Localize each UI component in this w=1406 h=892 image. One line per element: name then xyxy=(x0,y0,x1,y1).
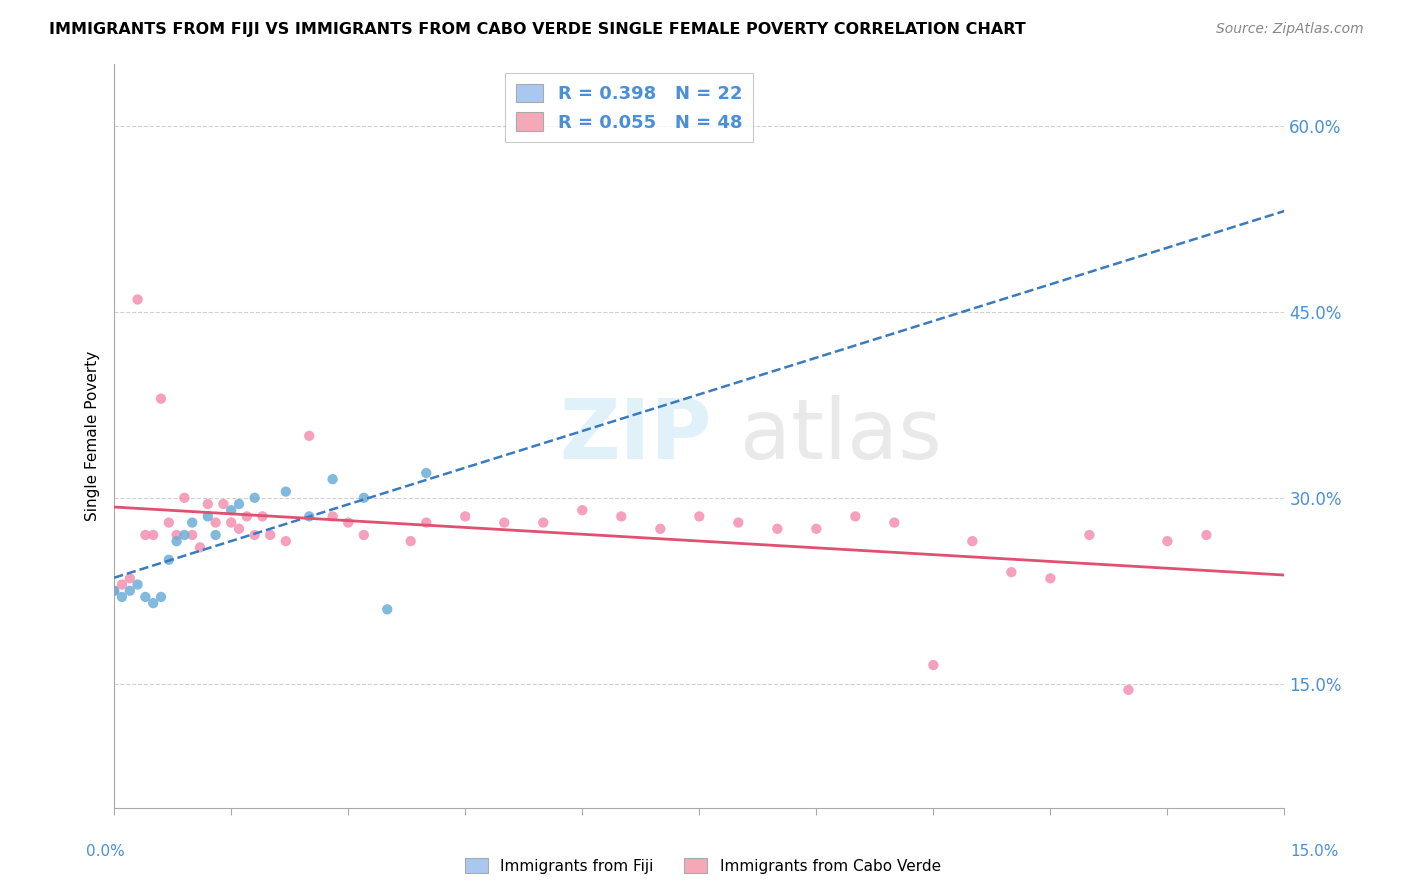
Point xyxy=(127,293,149,307)
Point xyxy=(1039,571,1062,585)
Point xyxy=(531,516,554,530)
Point xyxy=(197,509,219,524)
Point xyxy=(103,583,125,598)
Point xyxy=(1000,565,1022,579)
Point xyxy=(259,528,281,542)
Point xyxy=(111,577,134,591)
Point xyxy=(228,497,250,511)
Text: Source: ZipAtlas.com: Source: ZipAtlas.com xyxy=(1216,22,1364,37)
Point xyxy=(111,590,134,604)
Point xyxy=(610,509,633,524)
Text: atlas: atlas xyxy=(741,395,942,476)
Point xyxy=(157,516,180,530)
Point xyxy=(274,534,297,549)
Point xyxy=(127,577,149,591)
Point xyxy=(274,484,297,499)
Point xyxy=(883,516,905,530)
Point xyxy=(204,528,226,542)
Point xyxy=(134,590,156,604)
Point xyxy=(118,571,141,585)
Point xyxy=(922,658,945,673)
Text: 0.0%: 0.0% xyxy=(86,845,125,859)
Point xyxy=(252,509,274,524)
Point xyxy=(150,590,173,604)
Point xyxy=(228,522,250,536)
Point xyxy=(142,596,165,610)
Point xyxy=(212,497,235,511)
Point xyxy=(766,522,789,536)
Point xyxy=(118,583,141,598)
Point xyxy=(298,429,321,443)
Point xyxy=(1156,534,1178,549)
Point xyxy=(197,497,219,511)
Point xyxy=(650,522,672,536)
Point xyxy=(375,602,398,616)
Point xyxy=(399,534,422,549)
Point xyxy=(844,509,866,524)
Point xyxy=(415,466,437,480)
Point xyxy=(173,528,195,542)
Point xyxy=(688,509,710,524)
Point xyxy=(353,491,375,505)
Point xyxy=(181,516,204,530)
Point xyxy=(571,503,593,517)
Point xyxy=(454,509,477,524)
Point xyxy=(103,583,125,598)
Point xyxy=(219,503,242,517)
Point xyxy=(181,528,204,542)
Point xyxy=(236,509,259,524)
Point xyxy=(204,516,226,530)
Point xyxy=(243,528,266,542)
Point xyxy=(173,491,195,505)
Point xyxy=(727,516,749,530)
Point xyxy=(353,528,375,542)
Point xyxy=(962,534,984,549)
Y-axis label: Single Female Poverty: Single Female Poverty xyxy=(86,351,100,521)
Text: ZIP: ZIP xyxy=(558,395,711,476)
Legend: Immigrants from Fiji, Immigrants from Cabo Verde: Immigrants from Fiji, Immigrants from Ca… xyxy=(460,852,946,880)
Point xyxy=(219,516,242,530)
Point xyxy=(166,528,188,542)
Point xyxy=(494,516,516,530)
Point xyxy=(243,491,266,505)
Point xyxy=(1195,528,1218,542)
Point xyxy=(298,509,321,524)
Point xyxy=(188,541,211,555)
Point xyxy=(322,509,344,524)
Point xyxy=(322,472,344,486)
Point xyxy=(157,553,180,567)
Point xyxy=(166,534,188,549)
Point xyxy=(134,528,156,542)
Point xyxy=(415,516,437,530)
Point xyxy=(337,516,360,530)
Point xyxy=(1118,682,1140,697)
Point xyxy=(1078,528,1101,542)
Text: 15.0%: 15.0% xyxy=(1291,845,1339,859)
Point xyxy=(806,522,828,536)
Text: IMMIGRANTS FROM FIJI VS IMMIGRANTS FROM CABO VERDE SINGLE FEMALE POVERTY CORRELA: IMMIGRANTS FROM FIJI VS IMMIGRANTS FROM … xyxy=(49,22,1026,37)
Legend: R = 0.398   N = 22, R = 0.055   N = 48: R = 0.398 N = 22, R = 0.055 N = 48 xyxy=(505,73,754,143)
Point xyxy=(150,392,173,406)
Point xyxy=(142,528,165,542)
